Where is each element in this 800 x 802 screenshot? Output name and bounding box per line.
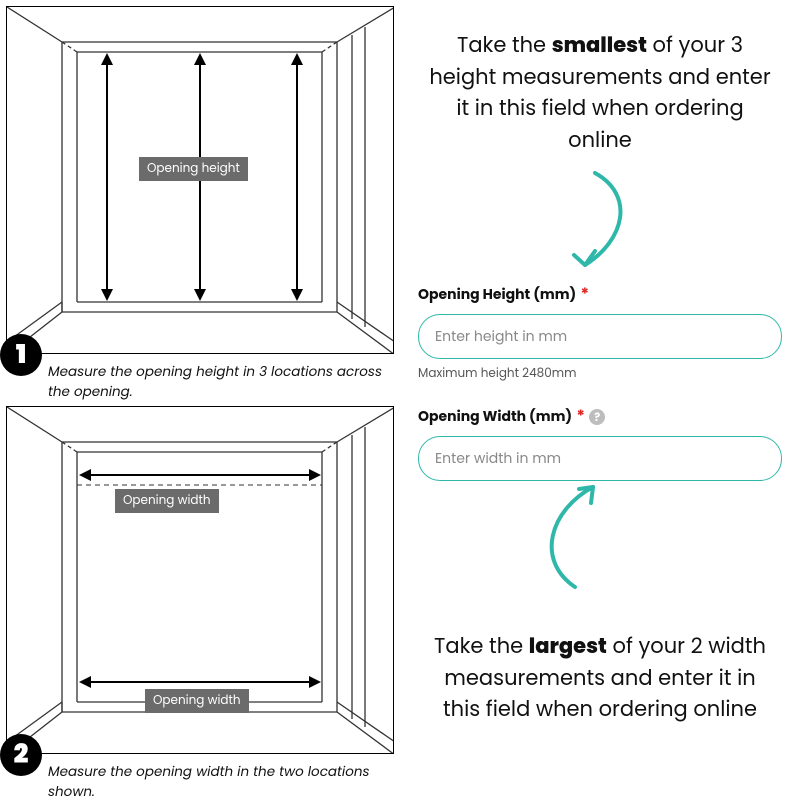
instr-bot-strong: largest <box>529 632 607 661</box>
instr-top-pre: Take the <box>457 31 552 60</box>
width-label: Opening Width (mm) <box>418 406 572 426</box>
opening-width-label-bottom: Opening width <box>145 689 249 713</box>
arrow-to-height-icon <box>540 165 650 280</box>
arrow-to-width-icon <box>535 475 645 595</box>
width-required: * <box>576 404 585 427</box>
opening-height-input[interactable] <box>418 314 782 359</box>
panel1-caption: Measure the opening height in 3 location… <box>6 354 394 402</box>
form-group-width: Opening Width (mm) * ? <box>418 403 782 481</box>
diagram-frame-2: Opening width Opening width <box>6 406 394 754</box>
panel-height-diagram: Opening height 1 Measure the opening hei… <box>0 0 400 400</box>
height-label: Opening Height (mm) <box>418 284 576 304</box>
step-badge-2: 2 <box>0 734 42 776</box>
diagram-frame-1: Opening height <box>6 6 394 354</box>
height-required: * <box>580 282 589 305</box>
step-badge-1: 1 <box>0 334 42 376</box>
instr-bot-pre: Take the <box>434 632 529 661</box>
form-group-height: Opening Height (mm) * Maximum height 248… <box>418 281 782 383</box>
instruction-height: Take the smallest of your 3 height measu… <box>418 30 782 156</box>
opening-height-label: Opening height <box>139 157 248 181</box>
panel2-caption: Measure the opening width in the two loc… <box>6 754 394 802</box>
help-icon[interactable]: ? <box>589 409 605 425</box>
instr-top-strong: smallest <box>552 31 647 60</box>
instruction-width: Take the largest of your 2 width measure… <box>418 631 782 726</box>
panel-width-diagram: Opening width Opening width 2 Measure th… <box>0 400 400 800</box>
height-hint: Maximum height 2480mm <box>418 365 782 383</box>
opening-width-label-top: Opening width <box>115 489 219 513</box>
